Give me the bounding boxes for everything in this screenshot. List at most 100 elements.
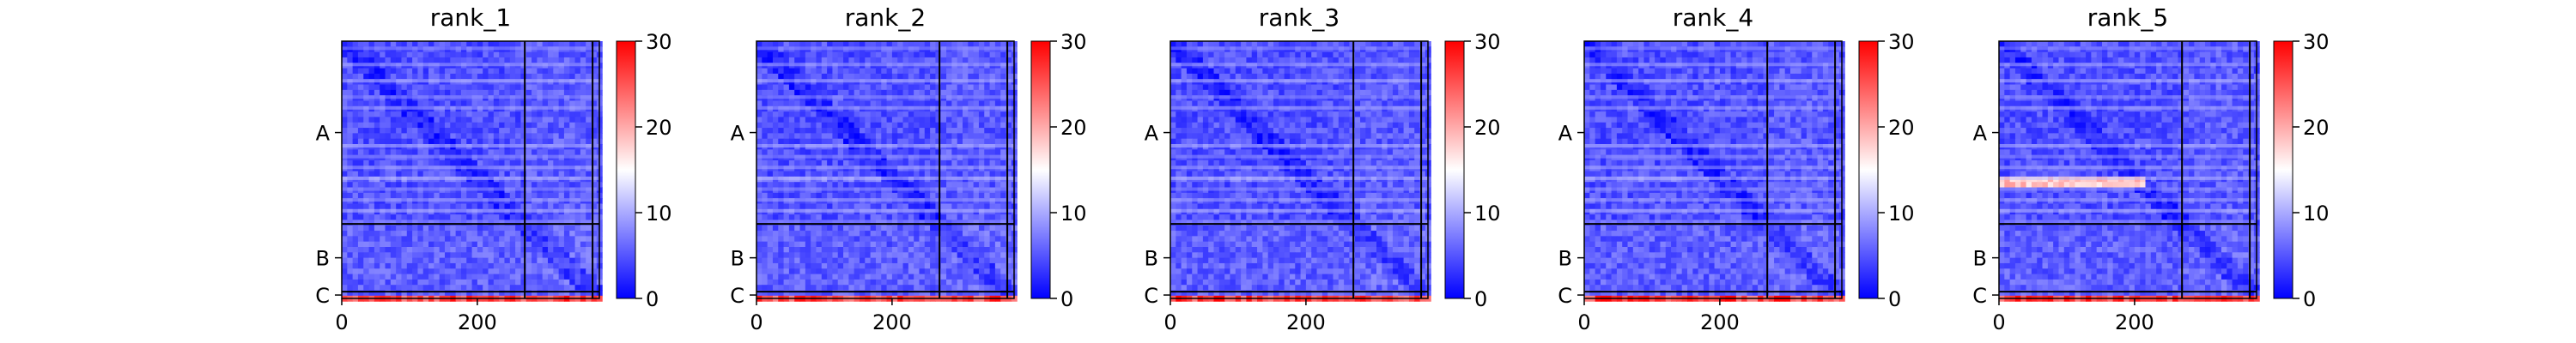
heatmap-cell (870, 117, 877, 123)
heatmap-cell (989, 182, 996, 189)
heatmap-cell (509, 203, 516, 210)
heatmap-cell (968, 236, 975, 243)
heatmap-cell (762, 247, 769, 253)
heatmap-cell (767, 51, 774, 58)
heatmap-cell (832, 128, 839, 134)
heatmap-cell (957, 279, 963, 286)
heatmap-cell (1360, 41, 1366, 47)
heatmap-cell (591, 231, 598, 237)
heatmap-cell (837, 236, 844, 243)
heatmap-cell (816, 192, 823, 199)
heatmap-cell (919, 274, 926, 280)
heatmap-cell (870, 171, 877, 178)
heatmap-cell (368, 274, 375, 280)
heatmap-cell (860, 84, 866, 91)
heatmap-cell (574, 84, 581, 91)
heatmap-cell (439, 192, 446, 199)
heatmap-cell (466, 133, 473, 140)
heatmap-cell (591, 236, 598, 243)
heatmap-cell (520, 73, 527, 80)
heatmap-cell (445, 68, 451, 75)
heatmap-cell (374, 241, 380, 248)
heatmap-cell (396, 51, 403, 58)
heatmap-cell (445, 73, 451, 80)
heatmap-cell (460, 279, 467, 286)
heatmap-cell (865, 133, 872, 140)
heatmap-cell (374, 159, 380, 166)
heatmap-cell (930, 149, 937, 156)
heatmap-cell (504, 262, 511, 269)
heatmap-cell (940, 262, 947, 269)
heatmap-cell (471, 192, 478, 199)
heatmap-cell (984, 51, 991, 58)
heatmap-cell (390, 203, 397, 210)
heatmap-cell (542, 279, 549, 286)
heatmap-cell (548, 68, 554, 75)
heatmap-cell (957, 274, 963, 280)
heatmap-cell (935, 225, 942, 232)
heatmap-cell (1218, 51, 1225, 58)
heatmap-cell (363, 182, 370, 189)
heatmap-cell (504, 73, 511, 80)
heatmap-cell (574, 214, 581, 221)
heatmap-cell (406, 41, 413, 47)
heatmap-cell (832, 236, 839, 243)
heatmap-cell (537, 252, 544, 259)
heatmap-cell (767, 262, 774, 269)
heatmap-cell (428, 268, 434, 275)
heatmap-cell (499, 279, 506, 286)
heatmap-cell (460, 231, 467, 237)
heatmap-cell (756, 268, 762, 275)
heatmap-cell (821, 138, 828, 145)
heatmap-cell (973, 279, 980, 286)
heatmap-cell (352, 231, 359, 237)
heatmap-cell (406, 100, 413, 107)
heatmap-cell (363, 89, 370, 96)
heatmap-cell (946, 171, 952, 178)
heatmap-cell (368, 128, 375, 134)
heatmap-cell (542, 203, 549, 210)
heatmap-cell (477, 236, 483, 243)
heatmap-cell (940, 138, 947, 145)
heatmap-cell (957, 100, 963, 107)
heatmap-cell (870, 122, 877, 129)
heatmap-cell (591, 252, 598, 259)
heatmap-cell (390, 128, 397, 134)
heatmap-cell (762, 41, 769, 47)
heatmap-cell (908, 247, 914, 253)
heatmap-cell (455, 149, 462, 156)
heatmap-cell (978, 159, 985, 166)
heatmap-cell (493, 257, 500, 264)
heatmap-cell (827, 51, 834, 58)
heatmap-cell (563, 159, 570, 166)
heatmap-cell (805, 214, 811, 221)
heatmap-cell (466, 84, 473, 91)
heatmap-cell (347, 133, 354, 140)
heatmap-cell (385, 84, 392, 91)
heatmap-cell (837, 214, 844, 221)
heatmap-cell (978, 73, 985, 80)
heatmap-cell (548, 84, 554, 91)
heatmap-cell (445, 274, 451, 280)
heatmap-cell (390, 257, 397, 264)
heatmap-cell (477, 117, 483, 123)
heatmap-cell (1181, 68, 1188, 75)
heatmap-cell (1000, 236, 1007, 243)
heatmap-cell (532, 241, 538, 248)
heatmap-cell (499, 247, 506, 253)
heatmap-cell (778, 279, 785, 286)
heatmap-cell (574, 117, 581, 123)
heatmap-cell (951, 241, 958, 248)
heatmap-cell (827, 231, 834, 237)
heatmap-cell (827, 149, 834, 156)
heatmap-cell (843, 225, 849, 232)
heatmap-cell (989, 117, 996, 123)
heatmap-cell (788, 192, 795, 199)
heatmap-cell (428, 171, 434, 178)
heatmap-cell (821, 111, 828, 118)
heatmap-cell (865, 241, 872, 248)
heatmap-cell (1208, 68, 1215, 75)
heatmap-cell (509, 41, 516, 47)
heatmap-cell (772, 73, 779, 80)
heatmap-cell (542, 268, 549, 275)
